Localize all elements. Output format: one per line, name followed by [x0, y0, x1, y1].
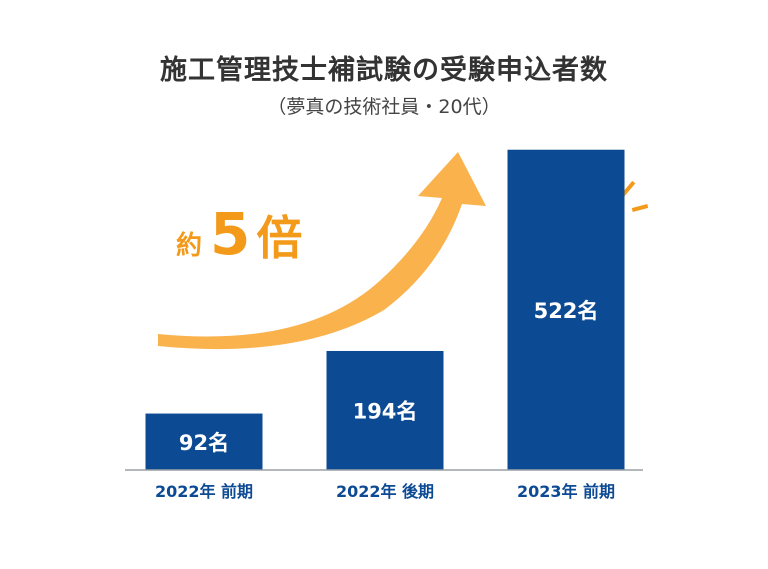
x-tick-label: 2023年 前期: [517, 482, 615, 501]
bar-value-label: 92名: [179, 431, 229, 455]
callout-suffix: 倍: [256, 211, 303, 265]
bar-value-label: 522名: [534, 299, 599, 323]
chart-title: 施工管理技士補試験の受験申込者数: [160, 55, 608, 86]
callout-number: 5: [210, 200, 251, 268]
x-tick-label: 2022年 後期: [336, 482, 434, 501]
bar: [145, 413, 263, 470]
callout-prefix: 約: [176, 231, 203, 261]
chart-subtitle: （夢真の技術社員・20代）: [267, 96, 501, 118]
sparkle-ray: [631, 203, 649, 213]
x-tick-label: 2022年 前期: [155, 482, 253, 501]
growth-callout: 約 5 倍: [176, 200, 302, 268]
bar: [507, 149, 625, 470]
growth-arrow-icon: [158, 152, 486, 350]
bar: [326, 350, 444, 470]
bar-value-label: 194名: [353, 399, 418, 423]
